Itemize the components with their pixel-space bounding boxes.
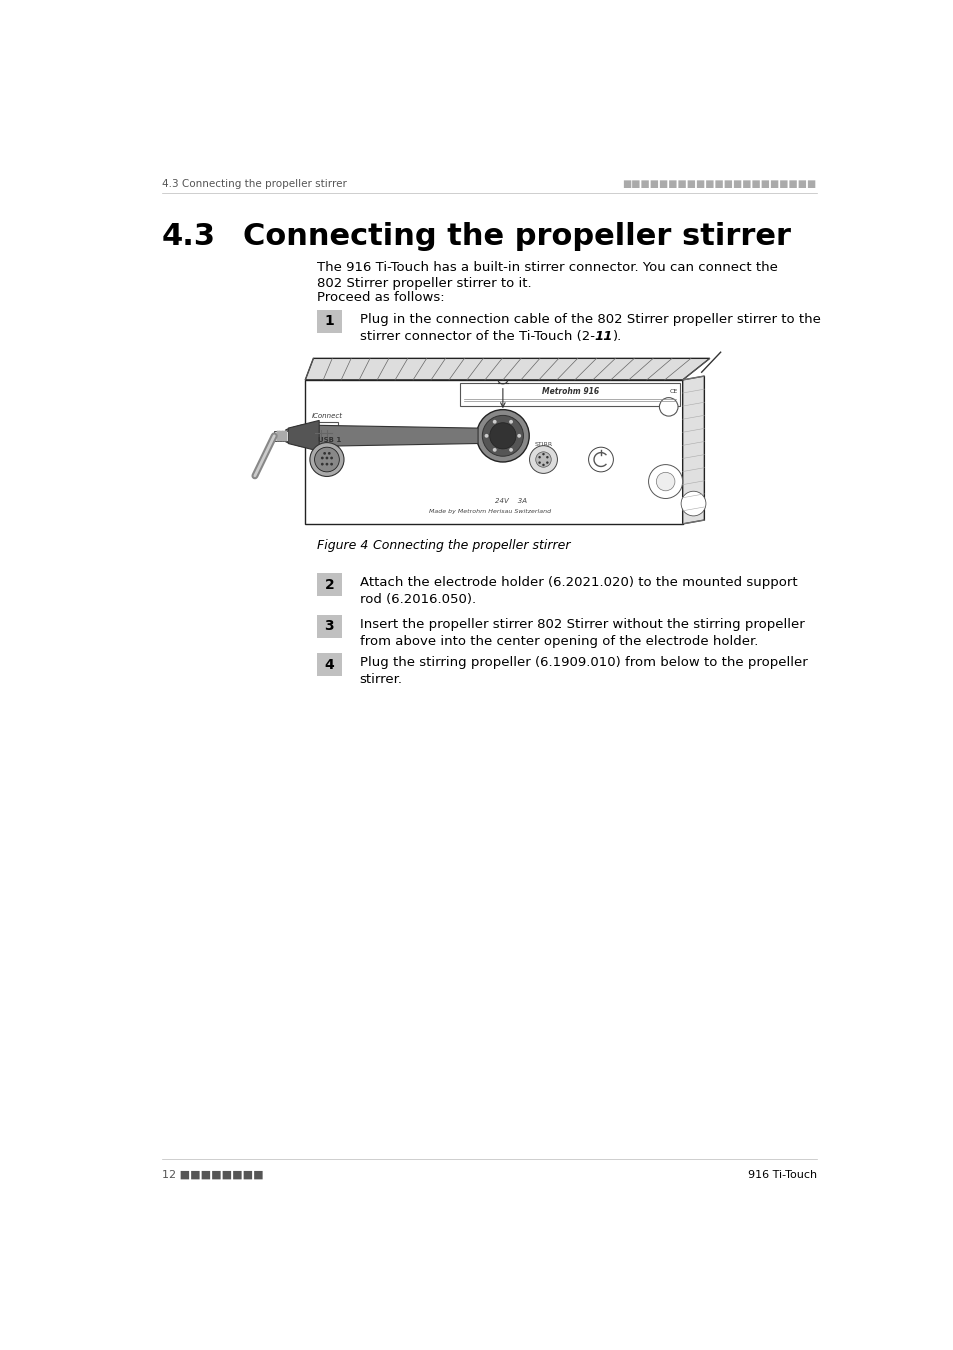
Text: ).: ). bbox=[613, 329, 621, 343]
Circle shape bbox=[541, 463, 544, 466]
Text: Insert the propeller stirrer 802 Stirrer without the stirring propeller: Insert the propeller stirrer 802 Stirrer… bbox=[359, 618, 803, 630]
Circle shape bbox=[476, 409, 529, 462]
Circle shape bbox=[489, 423, 516, 450]
Text: 11: 11 bbox=[594, 329, 613, 343]
Circle shape bbox=[484, 433, 488, 437]
Circle shape bbox=[588, 447, 613, 472]
Circle shape bbox=[482, 416, 523, 456]
Text: CE: CE bbox=[669, 389, 678, 394]
FancyBboxPatch shape bbox=[459, 383, 679, 406]
Text: 3: 3 bbox=[324, 620, 334, 633]
Circle shape bbox=[330, 456, 333, 459]
Circle shape bbox=[529, 446, 557, 474]
Text: Connecting the propeller stirrer: Connecting the propeller stirrer bbox=[243, 221, 790, 251]
Text: USB 1: USB 1 bbox=[317, 437, 340, 443]
Text: ■■■■■■■■■■■■■■■■■■■■■: ■■■■■■■■■■■■■■■■■■■■■ bbox=[622, 178, 816, 189]
Circle shape bbox=[493, 448, 497, 452]
Text: Proceed as follows:: Proceed as follows: bbox=[316, 292, 444, 304]
Circle shape bbox=[659, 398, 678, 416]
Circle shape bbox=[648, 464, 682, 498]
Text: 1: 1 bbox=[324, 315, 334, 328]
Text: 2: 2 bbox=[324, 578, 334, 591]
FancyBboxPatch shape bbox=[316, 574, 341, 597]
Text: Plug in the connection cable of the 802 Stirrer propeller stirrer to the: Plug in the connection cable of the 802 … bbox=[359, 313, 820, 325]
Circle shape bbox=[545, 462, 548, 464]
Text: The 916 Ti-Touch has a built-in stirrer connector. You can connect the: The 916 Ti-Touch has a built-in stirrer … bbox=[316, 261, 777, 274]
Text: Plug the stirring propeller (6.1909.010) from below to the propeller: Plug the stirring propeller (6.1909.010)… bbox=[359, 656, 806, 670]
Circle shape bbox=[325, 456, 328, 459]
Polygon shape bbox=[682, 377, 703, 524]
Circle shape bbox=[493, 420, 497, 424]
Circle shape bbox=[320, 463, 323, 466]
Text: Metrohm 916: Metrohm 916 bbox=[541, 387, 598, 396]
FancyBboxPatch shape bbox=[316, 653, 341, 676]
Circle shape bbox=[541, 452, 544, 455]
FancyBboxPatch shape bbox=[274, 431, 288, 441]
Circle shape bbox=[509, 448, 513, 452]
FancyBboxPatch shape bbox=[316, 614, 341, 637]
Text: Figure 4: Figure 4 bbox=[316, 539, 368, 552]
Circle shape bbox=[545, 456, 548, 459]
Circle shape bbox=[314, 447, 339, 472]
Circle shape bbox=[310, 443, 344, 477]
Text: rod (6.2016.050).: rod (6.2016.050). bbox=[359, 593, 476, 606]
Circle shape bbox=[328, 452, 331, 455]
Text: from above into the center opening of the electrode holder.: from above into the center opening of th… bbox=[359, 634, 757, 648]
Polygon shape bbox=[305, 379, 682, 524]
Text: 916 Ti-Touch: 916 Ti-Touch bbox=[747, 1169, 816, 1180]
Circle shape bbox=[320, 456, 323, 459]
Text: stirrer.: stirrer. bbox=[359, 674, 402, 686]
Polygon shape bbox=[288, 420, 319, 451]
Text: Connecting the propeller stirrer: Connecting the propeller stirrer bbox=[373, 539, 570, 552]
Polygon shape bbox=[305, 358, 709, 379]
Circle shape bbox=[517, 433, 520, 437]
Circle shape bbox=[536, 452, 551, 467]
Text: 24V    3A: 24V 3A bbox=[494, 498, 526, 504]
FancyBboxPatch shape bbox=[316, 310, 341, 333]
Text: 4.3: 4.3 bbox=[162, 221, 215, 251]
Circle shape bbox=[537, 462, 540, 464]
Polygon shape bbox=[286, 425, 477, 447]
Text: 12 ■■■■■■■■: 12 ■■■■■■■■ bbox=[162, 1169, 263, 1180]
Text: 4: 4 bbox=[324, 657, 334, 672]
Circle shape bbox=[680, 491, 705, 516]
Text: Made by Metrohm Herisau Switzerland: Made by Metrohm Herisau Switzerland bbox=[429, 509, 551, 514]
Text: stirrer connector of the Ti-Touch (2-: stirrer connector of the Ti-Touch (2- bbox=[359, 329, 594, 343]
Circle shape bbox=[537, 456, 540, 459]
Text: 4.3 Connecting the propeller stirrer: 4.3 Connecting the propeller stirrer bbox=[162, 178, 346, 189]
Text: STIRR: STIRR bbox=[534, 441, 552, 447]
Text: 802 Stirrer propeller stirrer to it.: 802 Stirrer propeller stirrer to it. bbox=[316, 278, 531, 290]
Circle shape bbox=[325, 463, 328, 466]
Circle shape bbox=[509, 420, 513, 424]
Text: Attach the electrode holder (6.2021.020) to the mounted support: Attach the electrode holder (6.2021.020)… bbox=[359, 576, 797, 589]
Circle shape bbox=[330, 463, 333, 466]
Text: iConnect: iConnect bbox=[311, 413, 342, 420]
Circle shape bbox=[656, 472, 674, 491]
FancyBboxPatch shape bbox=[310, 423, 337, 447]
Circle shape bbox=[323, 452, 326, 455]
